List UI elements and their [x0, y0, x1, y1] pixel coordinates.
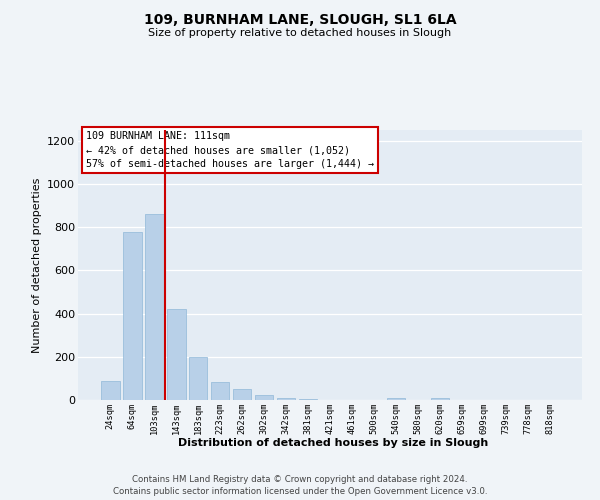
Bar — [189, 357, 208, 400]
Bar — [123, 232, 142, 400]
Text: Contains HM Land Registry data © Crown copyright and database right 2024.: Contains HM Land Registry data © Crown c… — [132, 474, 468, 484]
Bar — [167, 310, 185, 400]
Bar — [299, 399, 317, 400]
Text: Size of property relative to detached houses in Slough: Size of property relative to detached ho… — [148, 28, 452, 38]
Bar — [233, 389, 251, 400]
Bar — [101, 380, 119, 400]
Bar — [211, 382, 229, 400]
Bar — [277, 398, 295, 400]
Bar — [255, 395, 274, 400]
Text: Contains public sector information licensed under the Open Government Licence v3: Contains public sector information licen… — [113, 486, 487, 496]
Text: 109, BURNHAM LANE, SLOUGH, SL1 6LA: 109, BURNHAM LANE, SLOUGH, SL1 6LA — [143, 12, 457, 26]
Text: 109 BURNHAM LANE: 111sqm
← 42% of detached houses are smaller (1,052)
57% of sem: 109 BURNHAM LANE: 111sqm ← 42% of detach… — [86, 132, 374, 170]
Text: Distribution of detached houses by size in Slough: Distribution of detached houses by size … — [178, 438, 488, 448]
Y-axis label: Number of detached properties: Number of detached properties — [32, 178, 41, 352]
Bar — [386, 398, 405, 400]
Bar — [145, 214, 164, 400]
Bar — [431, 398, 449, 400]
